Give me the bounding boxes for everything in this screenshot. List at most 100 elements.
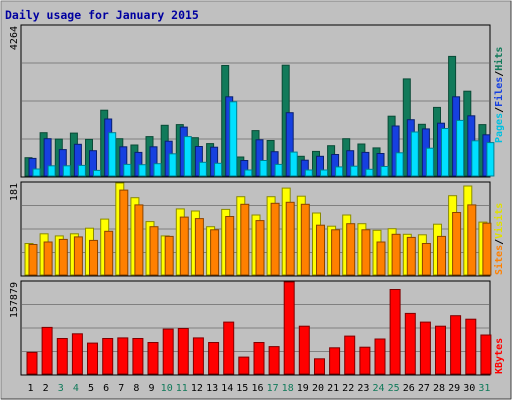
bar-kbytes-day-x <box>435 325 446 375</box>
bar-kbytes-day-x <box>314 358 325 375</box>
kbytes-ymax-label: 157879 <box>9 282 20 318</box>
x-tick-label: 17 <box>267 383 279 394</box>
x-tick-label: 24 <box>372 383 384 394</box>
bar-sites-day-x <box>361 229 371 276</box>
x-tick-label: 7 <box>118 383 124 394</box>
svg-text:Pages/Files/Hits: Pages/Files/Hits <box>493 47 505 143</box>
bar-kbytes-day-x <box>404 312 416 375</box>
bar-sites-day-x <box>452 212 462 276</box>
x-tick-label: 10 <box>161 383 173 394</box>
bar-sites-day-x <box>210 229 220 276</box>
x-tick-label: 23 <box>357 383 369 394</box>
bar-sites-day-x <box>391 233 401 276</box>
bar-kbytes-day-x <box>56 338 68 375</box>
panels <box>20 24 491 376</box>
bar-sites-day-x <box>179 216 189 276</box>
x-tick-label: 22 <box>342 383 354 394</box>
bar-files-day-3 <box>58 149 67 177</box>
bar-pages-day-29 <box>456 119 465 177</box>
bar-sites-day-x <box>316 224 325 276</box>
x-tick-label: 14 <box>221 383 233 394</box>
x-tick-label: 2 <box>43 383 49 394</box>
bar-pages-day-6 <box>108 132 117 177</box>
bar-sites-day-x <box>28 244 38 276</box>
svg-text:Sites/Visits: Sites/Visits <box>493 203 505 275</box>
bar-sites-day-x <box>255 220 265 276</box>
bar-pages-day-4 <box>77 164 86 177</box>
bar-sites-day-x <box>270 202 280 276</box>
bar-sites-day-x <box>240 203 250 276</box>
bar-kbytes-day-x <box>41 326 53 375</box>
bar-kbytes-day-x <box>329 347 341 375</box>
legend-files: Files <box>493 77 505 107</box>
bar-pages-day-24 <box>380 166 389 177</box>
bar-kbytes-day-x <box>374 338 386 375</box>
bar-sites-day-x <box>346 223 356 276</box>
bar-pages-day-12 <box>198 161 207 177</box>
bar-sites-day-x <box>331 229 341 276</box>
bar-kbytes-day-x <box>238 356 250 375</box>
bar-pages-day-23 <box>365 168 374 177</box>
legend-visits: Visits <box>493 203 505 239</box>
bar-kbytes-day-x <box>419 321 431 375</box>
bar-kbytes-day-x <box>147 342 159 375</box>
x-tick-label: 3 <box>58 383 64 394</box>
bar-pages-day-28 <box>441 128 449 177</box>
bar-sites-day-x <box>376 241 386 276</box>
bar-sites-day-x <box>134 204 144 276</box>
bar-sites-day-x <box>119 189 129 276</box>
x-tick-label: 19 <box>297 383 309 394</box>
bar-kbytes-day-x <box>192 337 204 375</box>
x-tick-label: 20 <box>312 383 324 394</box>
bar-kbytes-day-x <box>117 337 129 375</box>
x-tick-label: 13 <box>206 383 218 394</box>
bar-sites-day-x <box>421 243 431 276</box>
bar-kbytes-day-x <box>283 281 295 375</box>
x-tick-label: 27 <box>418 383 430 394</box>
bar-kbytes-day-x <box>450 315 462 375</box>
x-tick-label: 11 <box>176 383 188 394</box>
x-tick-label: 28 <box>433 383 445 394</box>
bar-sites-day-x <box>104 230 114 276</box>
bar-sites-day-x <box>225 216 235 276</box>
bar-kbytes-day-x <box>132 338 144 375</box>
bar-pages-day-7 <box>123 163 132 177</box>
bar-pages-day-27 <box>425 147 434 177</box>
x-tick-label: 31 <box>478 383 490 394</box>
bar-sites-day-x <box>467 204 477 276</box>
bar-pages-day-22 <box>350 165 359 177</box>
bar-pages-day-14 <box>229 101 238 177</box>
bar-kbytes-day-x <box>298 325 310 375</box>
bar-kbytes-day-x <box>102 338 114 375</box>
bar-kbytes-day-x <box>71 333 83 375</box>
x-tick-label: 15 <box>236 383 248 394</box>
visits-ymax-label: 181 <box>9 183 20 201</box>
bar-pages-day-21 <box>335 166 344 177</box>
bar-pages-day-17 <box>274 163 283 177</box>
bar-sites-day-x <box>58 238 68 276</box>
bar-kbytes-day-x <box>87 342 98 375</box>
bar-sites-day-x <box>482 222 492 276</box>
x-tick-label: 30 <box>463 383 475 394</box>
bar-sites-day-x <box>406 236 416 276</box>
bar-pages-day-8 <box>138 164 147 177</box>
x-tick-label: 18 <box>282 383 294 394</box>
bar-sites-day-x <box>164 235 174 276</box>
x-tick-label: 21 <box>327 383 339 394</box>
bar-pages-day-26 <box>410 131 419 177</box>
visits-legend: Sites/Visits <box>493 203 505 275</box>
x-tick-label: 25 <box>388 383 400 394</box>
x-tick-label: 29 <box>448 383 460 394</box>
bar-kbytes-day-x <box>177 328 189 375</box>
bar-pages-day-5 <box>93 169 101 177</box>
bar-kbytes-day-x <box>268 346 280 375</box>
bar-kbytes-day-x <box>465 318 477 375</box>
bar-pages-day-2 <box>47 165 56 177</box>
bar-kbytes-day-x <box>344 335 356 375</box>
bar-pages-day-3 <box>62 165 71 177</box>
legend-sites: Sites <box>493 245 505 275</box>
x-tick-label: 8 <box>133 383 139 394</box>
legend-pages: Pages <box>494 113 505 143</box>
